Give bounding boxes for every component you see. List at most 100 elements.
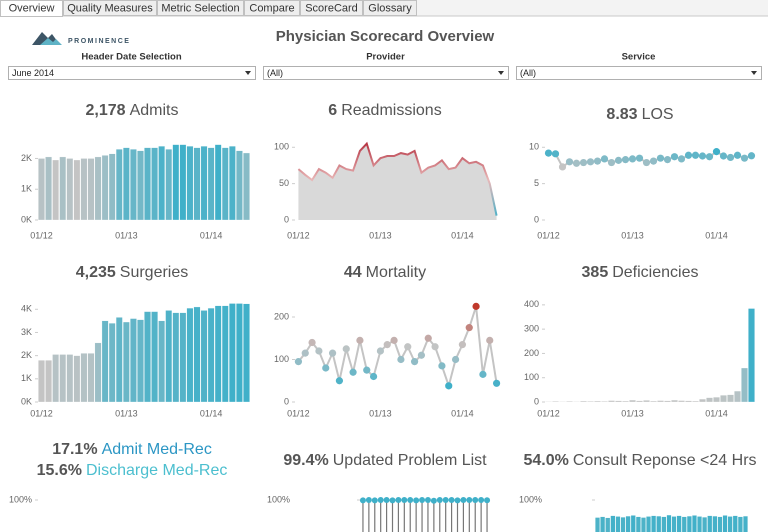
bar xyxy=(165,149,173,221)
bar xyxy=(87,158,95,221)
y-tick-label: 3K xyxy=(21,327,32,337)
point xyxy=(404,343,412,351)
bar xyxy=(179,144,187,221)
tab[interactable]: Overview xyxy=(0,0,63,17)
bar xyxy=(600,516,606,532)
bar xyxy=(625,515,631,532)
dropdown[interactable]: (All) xyxy=(516,66,762,80)
x-tick-label: 01/12 xyxy=(287,408,310,418)
bar xyxy=(717,516,723,532)
point xyxy=(356,336,364,344)
bar xyxy=(151,311,158,403)
point xyxy=(431,343,439,351)
y-tick-label: 2K xyxy=(21,350,32,360)
point xyxy=(454,497,461,504)
kpi-title: Mortality xyxy=(366,264,426,281)
bar xyxy=(656,515,662,532)
bar xyxy=(229,146,236,221)
point xyxy=(579,158,588,167)
tab[interactable]: Compare xyxy=(244,0,300,16)
tab[interactable]: Quality Measures xyxy=(63,0,157,16)
kpi: 385 Deficiencies xyxy=(582,264,699,281)
bar xyxy=(73,159,81,221)
point xyxy=(363,366,371,374)
bar xyxy=(651,515,657,532)
bar xyxy=(45,156,52,221)
bar xyxy=(137,150,144,221)
point xyxy=(365,497,372,503)
point xyxy=(376,347,385,355)
bar xyxy=(137,319,144,403)
point xyxy=(407,497,414,503)
point xyxy=(740,154,749,162)
bar xyxy=(66,158,74,221)
tab[interactable]: Glossary xyxy=(363,0,417,16)
y-tick-label: 0 xyxy=(534,396,539,406)
bar xyxy=(130,318,137,403)
brand: PROMINENCE xyxy=(68,38,130,45)
point xyxy=(484,497,491,504)
chart-panel: 6 Readmissions 0 50 100 01/12 01/13 01/14 xyxy=(274,102,498,240)
point xyxy=(465,324,473,332)
filter-label: Provider xyxy=(366,52,405,63)
chart-panel: 44 Mortality 0 100 200 01/12 01/13 01/14 xyxy=(274,264,501,418)
point xyxy=(301,349,309,357)
tab[interactable]: Metric Selection xyxy=(157,0,244,16)
y-tick-label: 50 xyxy=(279,178,289,188)
bar xyxy=(172,144,180,221)
kpi-title: Discharge Med-Rec xyxy=(86,462,227,479)
point xyxy=(424,497,431,503)
bar xyxy=(200,310,208,403)
tab[interactable]: ScoreCard xyxy=(300,0,363,16)
dropdown-arrow xyxy=(245,71,251,75)
dropdown[interactable]: (All) xyxy=(263,66,509,80)
kpi: 6 Readmissions xyxy=(328,102,441,119)
point xyxy=(389,497,396,504)
chart-panel: 2,178 Admits 0K 1K 2K 01/12 01/13 01/14 xyxy=(21,102,250,240)
bar xyxy=(671,399,678,403)
bar xyxy=(94,342,102,403)
y-tick-label: 100 xyxy=(274,354,289,364)
filter-label: Header Date Selection xyxy=(81,52,182,63)
kpi-value: 8.83 xyxy=(606,106,637,123)
bar xyxy=(692,515,697,532)
bar xyxy=(66,354,74,403)
bar xyxy=(80,158,88,221)
point xyxy=(551,150,560,158)
bar xyxy=(207,307,215,403)
bar xyxy=(720,395,727,403)
bar xyxy=(737,516,743,532)
kpi: 44 Mortality xyxy=(344,264,426,281)
area xyxy=(298,143,497,220)
point xyxy=(726,153,735,162)
bar xyxy=(727,394,734,403)
y-tick-label: 0 xyxy=(284,214,289,224)
bar xyxy=(657,400,664,403)
dropdown[interactable]: June 2014 xyxy=(8,66,256,80)
dropdown-box xyxy=(8,66,256,80)
kpi-value: 2,178 xyxy=(86,102,126,119)
point xyxy=(460,497,467,503)
bar xyxy=(610,515,616,532)
point xyxy=(677,155,686,163)
chart-panel: 17.1% Admit Med-Rec 15.6% Discharge Med-Rec… xyxy=(9,441,227,504)
bar xyxy=(101,155,109,221)
bar xyxy=(221,305,229,403)
bar xyxy=(671,516,677,532)
bar xyxy=(608,400,615,403)
bar xyxy=(712,515,718,532)
x-tick-label: 01/14 xyxy=(451,408,474,418)
bar xyxy=(94,156,102,221)
kpi-value: 15.6% xyxy=(37,462,82,479)
dropdown-value: (All) xyxy=(520,68,536,78)
dropdown-value: (All) xyxy=(267,68,283,78)
bar xyxy=(59,156,67,221)
point xyxy=(390,336,398,344)
tab-label: Quality Measures xyxy=(67,2,153,14)
tab-background xyxy=(63,0,157,16)
point xyxy=(466,497,473,503)
point xyxy=(383,497,390,503)
bar xyxy=(702,517,708,532)
x-tick-label: 01/13 xyxy=(115,230,138,240)
